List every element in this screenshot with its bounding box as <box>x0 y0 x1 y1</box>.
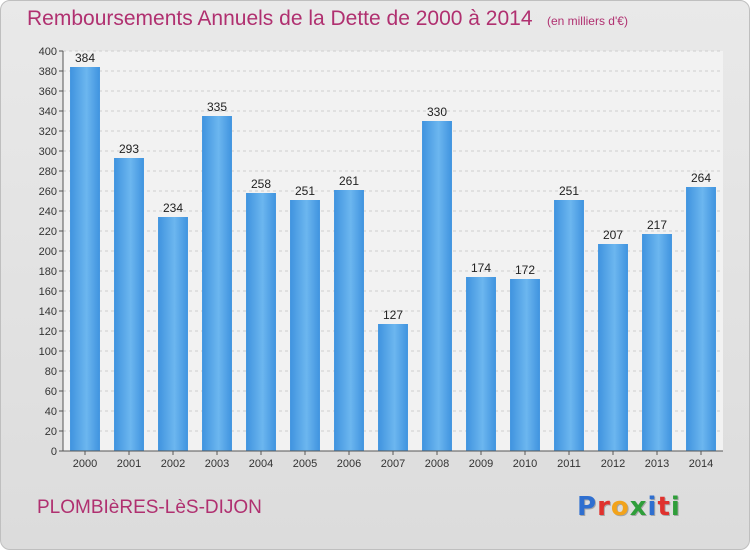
bar-value-label: 261 <box>339 174 359 188</box>
x-tick-label: 2003 <box>205 458 229 470</box>
bar-value-label: 335 <box>207 100 227 114</box>
y-tick-label: 320 <box>39 126 57 138</box>
bar-value-label: 264 <box>691 171 711 185</box>
y-tick-label: 380 <box>39 66 57 78</box>
bar <box>70 67 100 451</box>
logo-letter: o <box>610 492 630 522</box>
bar-value-label: 258 <box>251 177 271 191</box>
y-tick-label: 0 <box>51 446 57 458</box>
logo-letter: i <box>670 492 681 522</box>
bar-value-label: 384 <box>75 51 95 65</box>
bar <box>290 200 320 451</box>
y-tick-label: 100 <box>39 346 57 358</box>
x-tick-label: 2011 <box>557 458 581 470</box>
x-tick-label: 2004 <box>249 458 273 470</box>
bar-value-label: 207 <box>603 228 623 242</box>
y-tick-label: 400 <box>39 46 57 58</box>
chart-unit-note: (en milliers d'€) <box>546 14 628 28</box>
y-tick-label: 20 <box>45 426 57 438</box>
y-tick-label: 200 <box>39 246 57 258</box>
bar-value-label: 330 <box>427 105 447 119</box>
x-tick-label: 2007 <box>381 458 405 470</box>
x-tick-label: 2010 <box>513 458 537 470</box>
y-tick-label: 280 <box>39 166 57 178</box>
y-tick-label: 300 <box>39 146 57 158</box>
bar <box>378 324 408 451</box>
y-tick-label: 160 <box>39 286 57 298</box>
y-tick-label: 40 <box>45 406 57 418</box>
x-tick-label: 2009 <box>469 458 493 470</box>
title-row: Remboursements Annuels de la Dette de 20… <box>27 7 628 31</box>
logo-letter: r <box>597 492 611 522</box>
bar-value-label: 217 <box>647 218 667 232</box>
y-tick-label: 360 <box>39 86 57 98</box>
y-tick-label: 120 <box>39 326 57 338</box>
y-tick-label: 60 <box>45 386 57 398</box>
bar <box>466 277 496 451</box>
x-tick-label: 2006 <box>337 458 361 470</box>
city-name: PLOMBIèRES-LèS-DIJON <box>37 497 262 518</box>
y-tick-label: 180 <box>39 266 57 278</box>
bar-value-label: 251 <box>295 184 315 198</box>
x-tick-label: 2002 <box>161 458 185 470</box>
proxiti-logo[interactable]: Proxiti <box>577 492 681 522</box>
bar <box>158 217 188 451</box>
logo-letter: t <box>657 492 671 522</box>
x-axis: 2000 2001 2002 2003 2004 2005 2006 2007 2008 2009… <box>63 450 723 470</box>
bar-value-label: 172 <box>515 263 535 277</box>
bar <box>114 158 144 451</box>
logo-letter: x <box>629 492 648 522</box>
x-tick-label: 2001 <box>117 458 141 470</box>
x-tick-label: 2013 <box>645 458 669 470</box>
bar <box>202 116 232 451</box>
bar <box>422 121 452 451</box>
bar-value-label: 127 <box>383 308 403 322</box>
chart-title: Remboursements Annuels de la Dette de 20… <box>27 7 533 30</box>
bar-value-label: 234 <box>163 201 183 215</box>
y-tick-label: 240 <box>39 206 57 218</box>
bar <box>510 279 540 451</box>
logo-letter: P <box>577 492 598 522</box>
bar <box>554 200 584 451</box>
y-tick-label: 260 <box>39 186 57 198</box>
y-tick-label: 140 <box>39 306 57 318</box>
bar <box>642 234 672 451</box>
bar-value-label: 174 <box>471 261 491 275</box>
bar <box>334 190 364 451</box>
x-tick-label: 2000 <box>73 458 97 470</box>
bar-value-label: 251 <box>559 184 579 198</box>
x-tick-label: 2005 <box>293 458 317 470</box>
bar <box>246 193 276 451</box>
y-axis: 0 20 40 60 80 100 120 140 160 180 200 220 240 260 280 3… <box>39 46 64 458</box>
bar <box>686 187 716 451</box>
y-tick-label: 220 <box>39 226 57 238</box>
bar-value-label: 293 <box>119 142 139 156</box>
bars: 384 293 234 335 258 251 261 127 330 174 172 251 207 2… <box>70 51 716 451</box>
x-tick-label: 2014 <box>689 458 713 470</box>
logo-letter: i <box>647 492 658 522</box>
bar <box>598 244 628 451</box>
x-tick-label: 2012 <box>601 458 625 470</box>
y-tick-label: 340 <box>39 106 57 118</box>
y-tick-label: 80 <box>45 366 57 378</box>
x-tick-label: 2008 <box>425 458 449 470</box>
